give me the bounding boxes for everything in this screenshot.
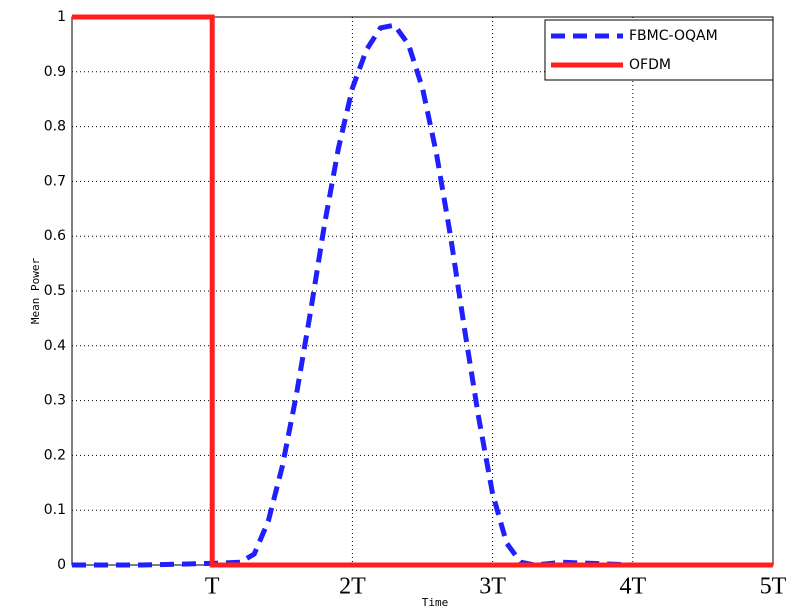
y-tick-label: 0.9 — [44, 64, 66, 80]
x-tick-label: 5T — [760, 574, 787, 600]
y-tick-label: 0.1 — [44, 502, 66, 518]
y-tick-label: 0.6 — [44, 228, 66, 244]
y-tick-label: 0.7 — [44, 173, 66, 189]
y-tick-label: 0 — [57, 557, 66, 573]
y-tick-label: 0.2 — [44, 447, 66, 463]
x-tick-label: 3T — [479, 574, 506, 600]
y-tick-label: 0.3 — [44, 393, 66, 409]
chart: Time Mean Power 0 0.1 0.2 0.3 0.4 0.5 0.6 0.7 0.… — [0, 0, 795, 610]
x-axis-label: Time — [422, 596, 449, 609]
y-tick-label: 0.5 — [44, 283, 66, 299]
series-line — [72, 25, 773, 565]
x-tick-label: 2T — [339, 574, 366, 600]
legend-label: OFDM — [629, 57, 671, 73]
y-tick-label: 0.4 — [44, 338, 66, 354]
y-axis-label: Mean Power — [29, 258, 42, 325]
y-tick-label: 1 — [57, 9, 66, 25]
legend-label: FBMC-OQAM — [629, 28, 718, 44]
y-tick-label: 0.8 — [44, 119, 66, 135]
x-tick-label: T — [205, 574, 220, 600]
x-tick-label: 4T — [619, 574, 646, 600]
